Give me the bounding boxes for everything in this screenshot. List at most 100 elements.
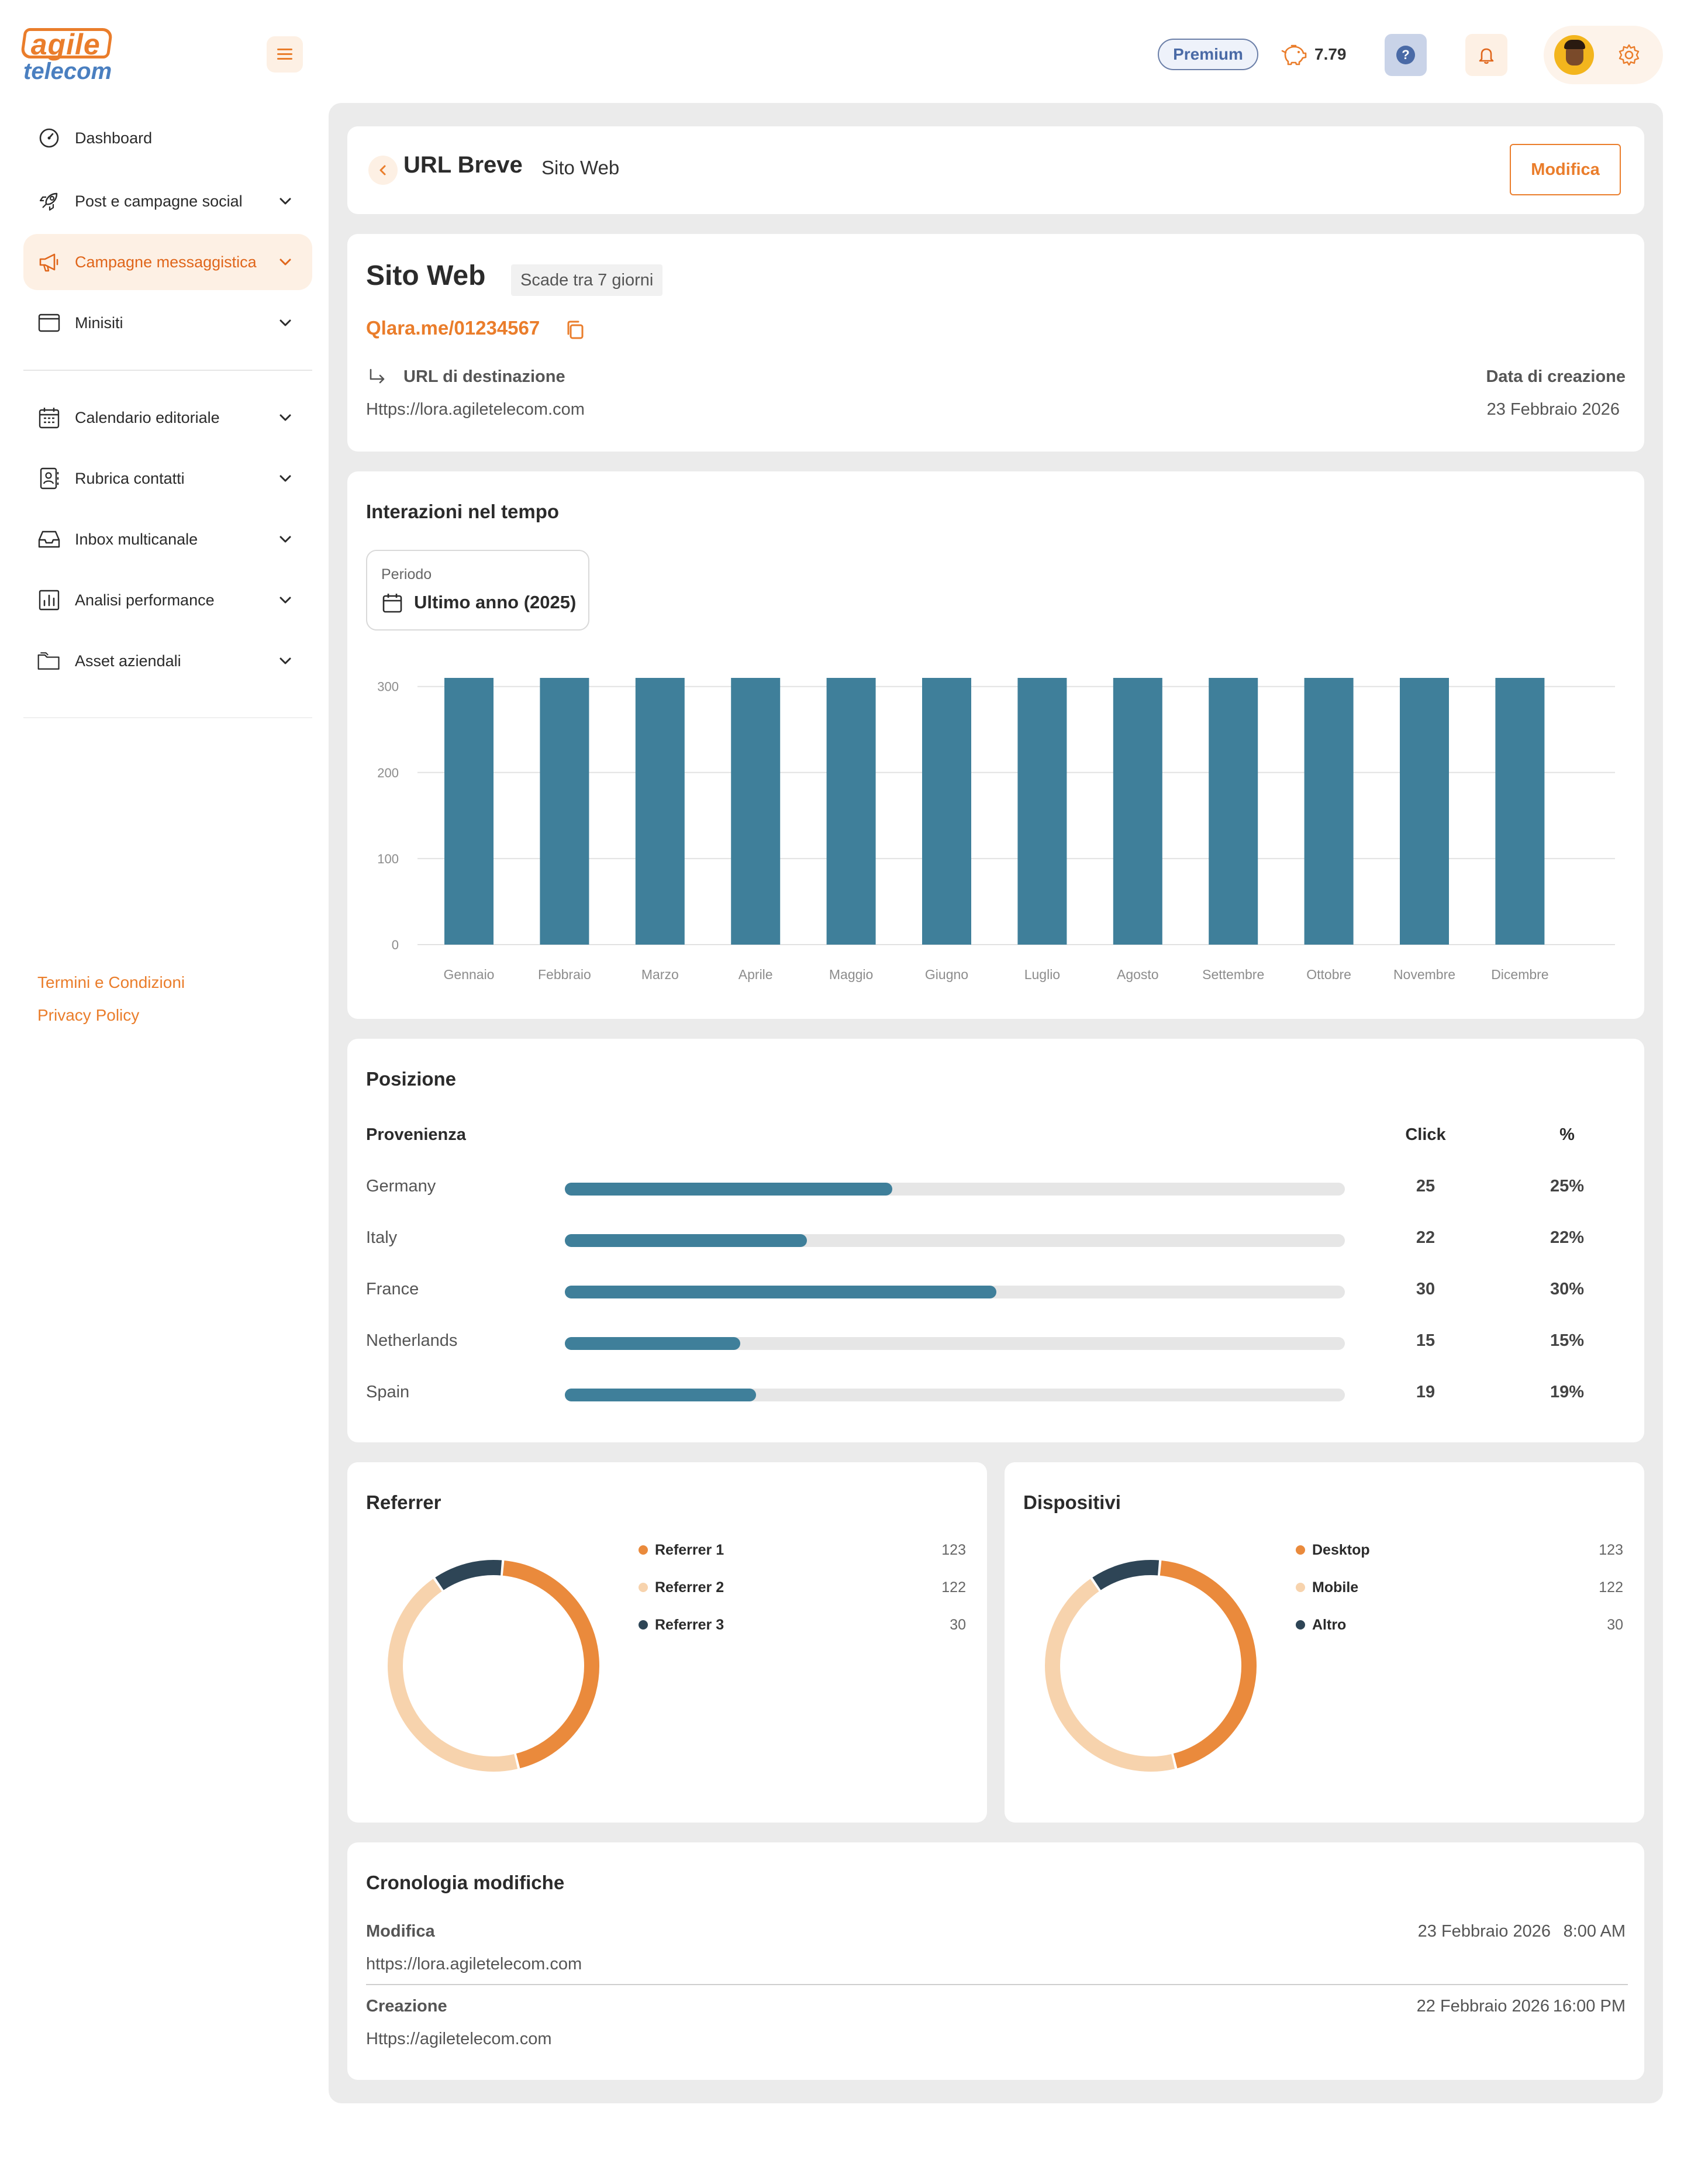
x-tick-label: Luglio [1024, 967, 1060, 982]
sidebar-item-label: Calendario editoriale [75, 408, 220, 426]
legend-label: Mobile [1312, 1579, 1359, 1596]
help-button[interactable]: ? [1385, 34, 1427, 76]
main-panel: URL Breve Sito Web Modifica Sito Web Sca… [329, 103, 1663, 2103]
bar-marzo[interactable] [635, 678, 685, 945]
x-tick-label: Agosto [1117, 967, 1159, 982]
gear-icon[interactable] [1615, 41, 1643, 69]
edit-button[interactable]: Modifica [1510, 144, 1621, 195]
contacts-book-icon [36, 466, 62, 491]
bar-dicembre[interactable] [1495, 678, 1545, 945]
legend-item: Referrer 3 [639, 1613, 724, 1637]
notifications-button[interactable] [1465, 34, 1507, 76]
agile-telecom-logo[interactable]: agile telecom [20, 28, 116, 84]
legend-item: Desktop [1296, 1538, 1370, 1562]
menu-toggle-button[interactable] [267, 36, 303, 73]
sidebar-item-label: Inbox multicanale [75, 530, 198, 548]
progress-fill [565, 1337, 741, 1350]
progress-fill [565, 1286, 996, 1298]
donut-slice-desktop[interactable] [1160, 1560, 1257, 1769]
bar-maggio[interactable] [826, 678, 876, 945]
donut-slice-altro[interactable] [1092, 1560, 1160, 1590]
period-value: Ultimo anno (2025) [414, 592, 577, 612]
sidebar-item-contacts[interactable]: Rubrica contatti [23, 450, 312, 507]
history-title: Cronologia modifiche [366, 1872, 565, 1893]
history-divider [366, 1984, 1628, 1985]
logo-text-bottom: telecom [23, 58, 112, 84]
credits-indicator[interactable]: 7.79 [1281, 36, 1347, 73]
sidebar-item-minisites[interactable]: Minisiti [23, 295, 312, 351]
legend-item: Referrer 2 [639, 1576, 724, 1599]
user-menu[interactable] [1544, 26, 1663, 84]
bar-settembre[interactable] [1209, 678, 1258, 945]
click-count: 30 [1416, 1280, 1435, 1298]
chevron-down-icon [274, 311, 297, 335]
legend-label: Referrer 2 [655, 1579, 724, 1596]
x-tick-label: Marzo [641, 967, 679, 982]
country-name: Netherlands [366, 1331, 458, 1350]
page-header: URL Breve Sito Web Modifica [347, 126, 1644, 214]
click-count: 22 [1416, 1228, 1435, 1247]
percent-value: 19% [1550, 1383, 1585, 1401]
page-title: URL Breve [403, 152, 523, 178]
bar-gennaio[interactable] [444, 678, 494, 945]
donut-slice-referrer-3[interactable] [435, 1560, 502, 1590]
progress-fill [565, 1234, 807, 1247]
sidebar-item-dashboard[interactable]: Dashboard [23, 110, 312, 166]
premium-badge[interactable]: Premium [1158, 39, 1258, 70]
history-time: 8:00 AM [1563, 1922, 1626, 1941]
back-button[interactable] [368, 156, 398, 185]
logo-frame: agile [20, 28, 113, 61]
logo-text-top: agile [30, 28, 101, 61]
sidebar-item-assets[interactable]: Asset aziendali [23, 633, 312, 689]
sidebar-item-inbox[interactable]: Inbox multicanale [23, 511, 312, 567]
legend-dot-icon [1296, 1545, 1305, 1555]
arrow-return-icon [370, 368, 385, 384]
chevron-down-icon [274, 250, 297, 274]
bar-ottobre[interactable] [1304, 678, 1354, 945]
copy-icon[interactable] [564, 318, 587, 342]
bar-novembre[interactable] [1400, 678, 1449, 945]
history-action: Creazione [366, 1997, 447, 2016]
y-tick-label: 100 [377, 852, 399, 866]
sidebar-item-analytics[interactable]: Analisi performance [23, 572, 312, 628]
x-tick-label: Dicembre [1491, 967, 1548, 982]
bar-luglio[interactable] [1017, 678, 1067, 945]
legend-value: 30 [1607, 1617, 1623, 1633]
donut-slice-referrer-1[interactable] [502, 1560, 599, 1769]
position-title: Posizione [366, 1068, 457, 1090]
sidebar-item-label: Analisi performance [75, 591, 215, 609]
sidebar-item-social[interactable]: Post e campagne social [23, 173, 312, 229]
sidebar-item-calendar[interactable]: Calendario editoriale [23, 390, 312, 446]
sidebar-item-messaging[interactable]: Campagne messaggistica [23, 234, 312, 290]
legend-dot-icon [639, 1583, 648, 1592]
period-select[interactable]: Periodo Ultimo anno (2025) [366, 550, 589, 631]
donut-slice-mobile[interactable] [1045, 1579, 1175, 1772]
bar-aprile[interactable] [731, 678, 781, 945]
x-tick-label: Aprile [739, 967, 773, 982]
sidebar-item-label: Minisiti [75, 314, 123, 332]
chevron-left-icon [379, 165, 386, 175]
legend-label: Desktop [1312, 1541, 1370, 1558]
bar-agosto[interactable] [1113, 678, 1162, 945]
y-tick-label: 300 [377, 680, 399, 694]
x-tick-label: Maggio [829, 967, 873, 982]
chevron-down-icon [274, 406, 297, 429]
short-url-link[interactable]: Qlara.me/01234567 [366, 317, 540, 339]
rocket-icon [36, 188, 62, 214]
destination-url-label: URL di destinazione [403, 367, 565, 386]
percent-value: 22% [1550, 1228, 1585, 1247]
expiry-badge: Scade tra 7 giorni [511, 264, 663, 296]
history-card: Cronologia modifiche Modifica 23 Febbrai… [347, 1842, 1644, 2080]
link-name: Sito Web [366, 260, 486, 291]
privacy-policy-link[interactable]: Privacy Policy [37, 1006, 140, 1024]
gauge-icon [36, 125, 62, 151]
legend-dot-icon [1296, 1583, 1305, 1592]
terms-link[interactable]: Termini e Condizioni [37, 973, 185, 991]
bar-febbraio[interactable] [540, 678, 589, 945]
sidebar-item-label: Rubrica contatti [75, 469, 185, 487]
bar-giugno[interactable] [922, 678, 971, 945]
donut-slice-referrer-2[interactable] [388, 1579, 518, 1772]
url-detail-card: Sito Web Scade tra 7 giorni Qlara.me/012… [347, 234, 1644, 452]
creation-date-label: Data di creazione [1486, 367, 1626, 386]
avatar[interactable] [1554, 35, 1594, 75]
